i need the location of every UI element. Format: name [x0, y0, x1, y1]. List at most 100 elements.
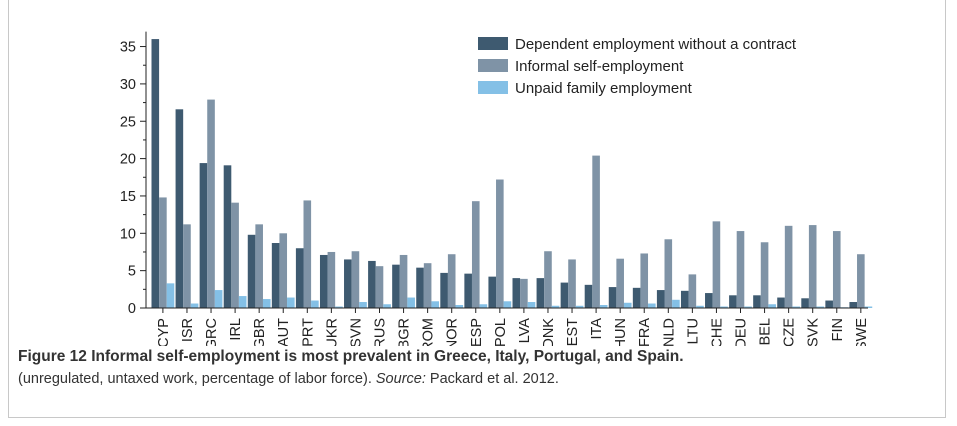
bar-fra-series-3 [648, 303, 656, 308]
bar-ltu-series-2 [688, 274, 697, 308]
x-tick-label: EST [565, 318, 581, 346]
bar-prt-series-3 [311, 300, 319, 308]
bar-che-series-2 [712, 221, 721, 308]
bar-rus-series-3 [383, 304, 391, 308]
legend-label-3: Unpaid family employment [515, 80, 693, 97]
x-tick-label: AUT [276, 318, 292, 346]
bar-nld-series-2 [664, 239, 673, 308]
x-tick-label: DNK [541, 318, 557, 346]
bar-bgr-series-2 [399, 254, 408, 308]
y-tick-label: 15 [120, 189, 136, 205]
bar-bel-series-3 [768, 304, 776, 308]
bar-cyp-series-2 [159, 197, 167, 308]
bar-rus-series-1 [368, 260, 376, 308]
bar-hun-series-2 [616, 258, 624, 308]
bar-cyp-series-1 [151, 39, 160, 308]
caption-note: (unregulated, untaxed work, percentage o… [18, 368, 938, 390]
x-tick-label: GBR [252, 318, 268, 346]
x-tick-label: CHE [709, 318, 725, 346]
bar-nld-series-3 [672, 299, 680, 308]
bar-fra-series-1 [632, 287, 641, 308]
x-tick-label: UKR [324, 318, 340, 346]
y-tick-label: 5 [128, 264, 136, 280]
bar-rom-series-1 [416, 267, 424, 308]
bar-esp-series-2 [471, 201, 480, 308]
bar-bel-series-1 [753, 295, 761, 308]
legend-swatch-2 [478, 59, 508, 72]
x-tick-label: ESP [469, 318, 485, 346]
x-axis: CYP ISR GRC IRL GBR AUT PRT UKR SVN RUS BGR ROM NOR E… [146, 307, 870, 346]
bar-svn-series-1 [344, 259, 352, 308]
caption-title: Informal self-employment is most prevale… [91, 348, 684, 365]
x-tick-label: LVA [517, 318, 533, 344]
bar-esp-series-1 [464, 273, 472, 308]
bar-est-series-3 [575, 305, 584, 308]
y-tick-label: 0 [128, 301, 136, 317]
x-tick-label: RUS [373, 318, 389, 346]
bar-grc-series-1 [199, 163, 208, 308]
bar-swe-series-2 [857, 254, 865, 308]
bar-ita-series-3 [599, 305, 608, 308]
bar-aut-series-2 [279, 233, 288, 308]
bar-dnk-series-2 [544, 251, 552, 308]
x-tick-label: FIN [830, 318, 846, 341]
y-tick-label: 20 [120, 152, 136, 168]
bar-lva-series-2 [520, 278, 528, 308]
bar-lva-series-3 [527, 302, 536, 308]
bar-pol-series-2 [496, 179, 504, 308]
bar-bgr-series-1 [392, 264, 400, 308]
bar-cyp-series-3 [166, 283, 175, 308]
bar-ltu-series-1 [680, 290, 689, 308]
x-tick-label: NOR [445, 318, 461, 346]
bar-nld-series-1 [656, 290, 665, 308]
x-tick-label: SVK [806, 318, 822, 346]
bar-cze-series-3 [792, 306, 801, 308]
bar-dnk-series-3 [551, 305, 560, 308]
bar-chart: 0 5 10 15 20 25 30 35 CYP ISR GRC IRL GBR AUT PRT UKR S… [120, 31, 873, 346]
bar-fin-series-2 [832, 231, 841, 308]
x-tick-label: CZE [782, 318, 798, 346]
bar-svk-series-2 [808, 225, 817, 308]
bar-deu-series-1 [729, 295, 737, 308]
y-tick-label: 10 [120, 226, 136, 242]
bar-ltu-series-3 [696, 305, 704, 308]
bar-rus-series-2 [375, 266, 384, 308]
bar-rom-series-3 [431, 301, 440, 308]
legend: Dependent employment without a contract I… [478, 36, 797, 97]
bar-ukr-series-3 [335, 306, 343, 308]
caption-figure-label: Figure 12 [18, 348, 87, 365]
bar-est-series-1 [560, 282, 569, 308]
bar-svk-series-1 [801, 298, 809, 308]
x-tick-label: DEU [734, 318, 750, 346]
bar-hun-series-3 [623, 302, 632, 308]
bar-gbr-series-3 [262, 299, 271, 308]
x-tick-label: CYP [156, 318, 172, 346]
figure-caption: Figure 12 Informal self-employment is mo… [18, 346, 938, 390]
bar-isr-series-3 [190, 303, 199, 308]
bar-irl-series-2 [231, 202, 239, 308]
x-tick-label: POL [493, 318, 509, 346]
bar-bel-series-2 [760, 242, 769, 308]
bar-grc-series-3 [214, 290, 223, 308]
x-tick-label: IRL [228, 318, 244, 341]
bar-svn-series-3 [359, 302, 367, 308]
bar-bgr-series-3 [407, 297, 415, 308]
bar-swe-series-1 [849, 302, 858, 308]
caption-heading: Figure 12 Informal self-employment is mo… [18, 346, 938, 368]
x-tick-label: PRT [300, 318, 316, 346]
x-tick-label: SVN [348, 318, 364, 346]
bar-esp-series-3 [479, 304, 488, 308]
bar-nor-series-3 [455, 305, 464, 308]
x-tick-label: ITA [589, 318, 605, 340]
bar-prt-series-2 [303, 200, 312, 308]
x-tick-label: FRA [637, 318, 653, 346]
bar-ita-series-1 [584, 284, 593, 308]
bar-dnk-series-1 [536, 278, 545, 308]
bar-isr-series-1 [175, 109, 184, 308]
bar-nor-series-2 [447, 254, 456, 308]
bar-ukr-series-2 [327, 251, 336, 308]
bar-aut-series-3 [287, 297, 295, 308]
bar-pol-series-1 [488, 276, 497, 308]
x-tick-label: ROM [421, 318, 437, 346]
